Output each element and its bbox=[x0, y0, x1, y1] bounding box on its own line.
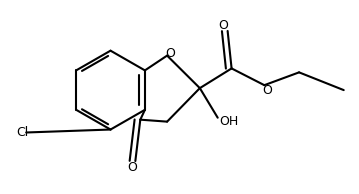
Text: O: O bbox=[165, 47, 175, 60]
Text: OH: OH bbox=[219, 115, 238, 128]
Text: Cl: Cl bbox=[16, 126, 28, 139]
Text: O: O bbox=[218, 19, 228, 32]
Text: O: O bbox=[262, 84, 272, 97]
Text: O: O bbox=[127, 161, 137, 174]
